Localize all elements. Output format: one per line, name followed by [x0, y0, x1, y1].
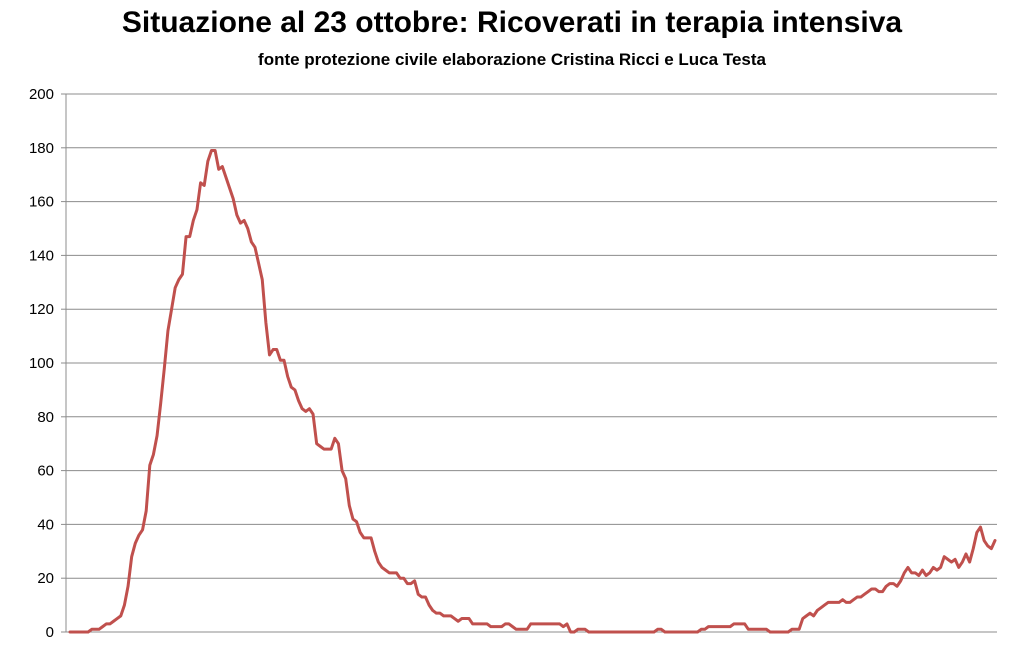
series-line-0: [68, 148, 997, 634]
y-tick-label: 180: [29, 140, 54, 157]
y-tick-label: 160: [29, 194, 54, 211]
axes: [61, 93, 997, 633]
y-tick-label: 120: [29, 301, 54, 318]
series-layer: [68, 148, 997, 634]
y-tick-label: 60: [37, 463, 54, 480]
grid-lines: [66, 93, 997, 579]
y-tick-label: 0: [46, 624, 54, 641]
chart-title: Situazione al 23 ottobre: Ricoverati in …: [121, 6, 903, 39]
y-tick-label: 80: [37, 409, 54, 426]
y-tick-label: 40: [37, 516, 54, 533]
y-tick-labels: 0 20 40 60 80 100 120 140 160 180 200: [29, 86, 54, 641]
y-tick-label: 100: [29, 355, 54, 372]
y-tick-label: 200: [29, 86, 54, 103]
chart-subtitle: fonte protezione civile elaborazione Cri…: [258, 50, 766, 69]
y-tick-label: 20: [37, 570, 54, 587]
y-tick-label: 140: [29, 247, 54, 264]
